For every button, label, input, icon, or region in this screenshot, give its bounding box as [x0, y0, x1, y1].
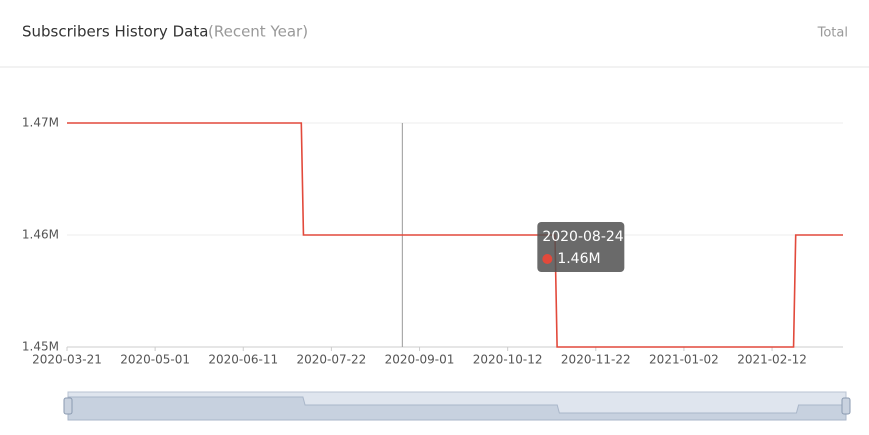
- zoom-handle[interactable]: [63, 397, 73, 415]
- tooltip-date: 2020-08-24: [542, 229, 623, 245]
- x-tick-label: 2020-06-11: [208, 353, 278, 367]
- x-tick-label: 2021-01-02: [649, 353, 719, 367]
- total-toggle[interactable]: Total: [817, 26, 848, 41]
- tooltip-box: [537, 222, 625, 272]
- zoom-handle[interactable]: [841, 397, 851, 415]
- chart-title: Subscribers History Data: [22, 23, 208, 41]
- chart-subtitle: (Recent Year): [208, 23, 308, 41]
- x-tick-label: 2021-02-12: [737, 353, 807, 367]
- x-tick-label: 2020-03-21: [32, 353, 102, 367]
- x-tick-label: 2020-07-22: [297, 353, 367, 367]
- x-tick-label: 2020-11-22: [561, 353, 631, 367]
- series-line: [67, 122, 843, 348]
- y-tick-label: 1.47M: [22, 116, 59, 130]
- x-tick-label: 2020-09-01: [385, 353, 455, 367]
- y-tick-label: 1.45M: [22, 340, 59, 354]
- x-tick-label: 2020-05-01: [120, 353, 190, 367]
- tooltip-value: 1.46M: [557, 251, 600, 267]
- zoom-preview: [67, 396, 847, 421]
- tooltip-dot: [542, 254, 553, 264]
- x-tick-label: 2020-10-12: [473, 353, 543, 367]
- y-tick-label: 1.46M: [22, 228, 59, 242]
